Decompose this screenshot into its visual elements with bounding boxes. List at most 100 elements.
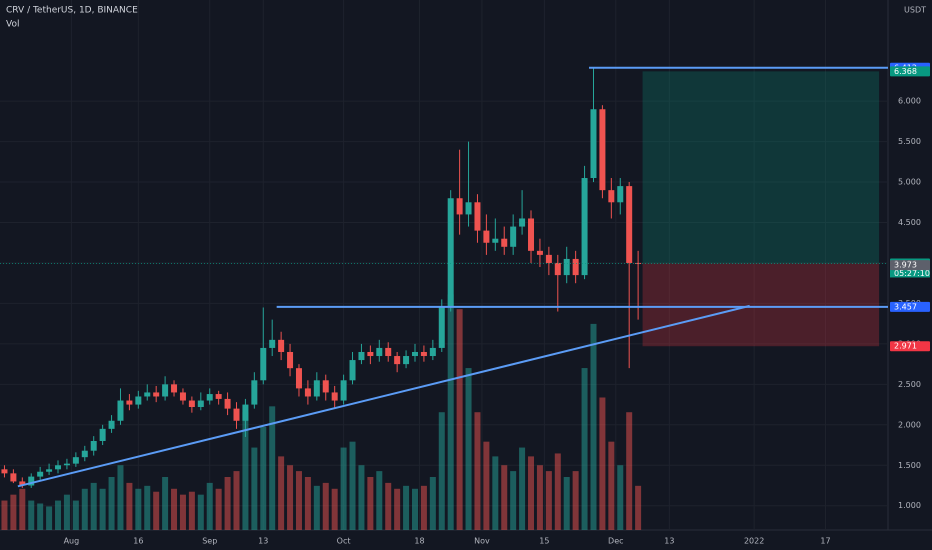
candle-body <box>456 198 463 215</box>
volume-bar <box>99 488 106 530</box>
volume-bar <box>260 426 267 530</box>
volume-bar <box>438 412 445 530</box>
candle-body <box>153 392 160 397</box>
price-tag <box>890 341 930 352</box>
candle-body <box>197 400 204 408</box>
candle-body <box>37 471 44 477</box>
candle-body <box>331 392 338 401</box>
candle-body <box>171 384 178 393</box>
volume-bar <box>295 471 302 530</box>
candle-body <box>429 347 436 357</box>
candle-body <box>447 198 454 308</box>
volume-bar <box>492 456 499 530</box>
volume-bar <box>72 500 79 530</box>
price-tag-label: 3.973 <box>894 261 917 270</box>
volume-bar <box>545 471 552 530</box>
volume-bar <box>215 488 222 530</box>
volume-bar <box>37 503 44 530</box>
candle-body <box>135 396 142 405</box>
y-tick-label: 4.500 <box>898 218 921 227</box>
volume-bar <box>403 485 410 530</box>
volume-bar <box>278 456 285 530</box>
x-tick-label: 13 <box>664 537 674 546</box>
candle-body <box>492 238 499 243</box>
volume-bar <box>626 412 633 530</box>
x-tick-label: 17 <box>820 537 830 546</box>
volume-bar <box>144 485 151 530</box>
candle-body <box>563 258 570 276</box>
price-tag-label: 3.457 <box>894 302 917 311</box>
volume-bar <box>108 477 115 530</box>
countdown-bg <box>890 268 930 278</box>
x-tick-label: 2022 <box>744 537 764 546</box>
candle-body <box>224 398 231 409</box>
x-tick-label: 15 <box>539 537 549 546</box>
candle-body <box>287 351 294 369</box>
volume-bar <box>304 477 311 530</box>
volume-bar <box>510 471 517 530</box>
volume-bar <box>501 465 508 530</box>
volume-bar <box>376 471 383 530</box>
y-tick-label: 2.000 <box>898 420 921 429</box>
currency-label: USDT <box>904 6 926 15</box>
candle-body <box>519 218 526 227</box>
volume-bar <box>447 294 454 530</box>
volume-bar <box>126 482 133 530</box>
volume-bar <box>581 368 588 530</box>
candle-body <box>304 388 311 397</box>
volume-bar <box>171 488 178 530</box>
candle-body <box>340 380 347 401</box>
volume-bar <box>135 488 142 530</box>
candle-body <box>590 109 597 179</box>
volume-bar <box>206 482 213 530</box>
candle-body <box>545 254 552 263</box>
candle-body <box>233 408 240 421</box>
profit-zone <box>642 71 880 264</box>
candle-body <box>63 463 70 466</box>
x-tick-label: Sep <box>202 537 217 546</box>
candle-body <box>72 457 79 464</box>
volume-bar <box>367 477 374 530</box>
volume-bar <box>28 500 35 530</box>
candle-body <box>581 178 588 276</box>
volume-bar <box>635 485 642 530</box>
volume-bar <box>385 482 392 530</box>
volume-bar <box>349 441 356 530</box>
candle-body <box>55 465 62 470</box>
countdown: 05:27:10 <box>894 269 930 278</box>
candle-body <box>358 351 365 361</box>
candle-body <box>99 428 106 441</box>
volume-bar <box>358 465 365 530</box>
candle-body <box>117 400 124 421</box>
candle-body <box>554 262 561 276</box>
candle-body <box>599 109 606 191</box>
y-tick-label: 1.000 <box>898 501 921 510</box>
volume-bar <box>269 406 276 530</box>
candle-body <box>608 190 615 203</box>
volume-bar <box>394 488 401 530</box>
volume-bar <box>483 441 490 530</box>
candle-body <box>206 394 213 401</box>
volume-bar <box>313 485 320 530</box>
volume-bar <box>429 477 436 530</box>
candle-body <box>295 368 302 389</box>
x-tick-label: Dec <box>608 537 623 546</box>
candle-body <box>394 356 401 365</box>
x-tick-label: Oct <box>337 537 351 546</box>
volume-bar <box>242 412 249 530</box>
candle-body <box>322 380 329 393</box>
candle-body <box>260 347 267 381</box>
candle-body <box>617 186 624 203</box>
volume-bar <box>233 471 240 530</box>
x-tick-label: Nov <box>474 537 490 546</box>
volume-bar <box>617 465 624 530</box>
candle-body <box>1 469 8 474</box>
volume-bar <box>599 397 606 530</box>
candle-body <box>510 226 517 247</box>
candle-body <box>349 360 356 381</box>
volume-bar <box>224 477 231 530</box>
candle-body <box>19 481 26 486</box>
volume-bar <box>197 494 204 530</box>
candle-body <box>403 356 410 365</box>
